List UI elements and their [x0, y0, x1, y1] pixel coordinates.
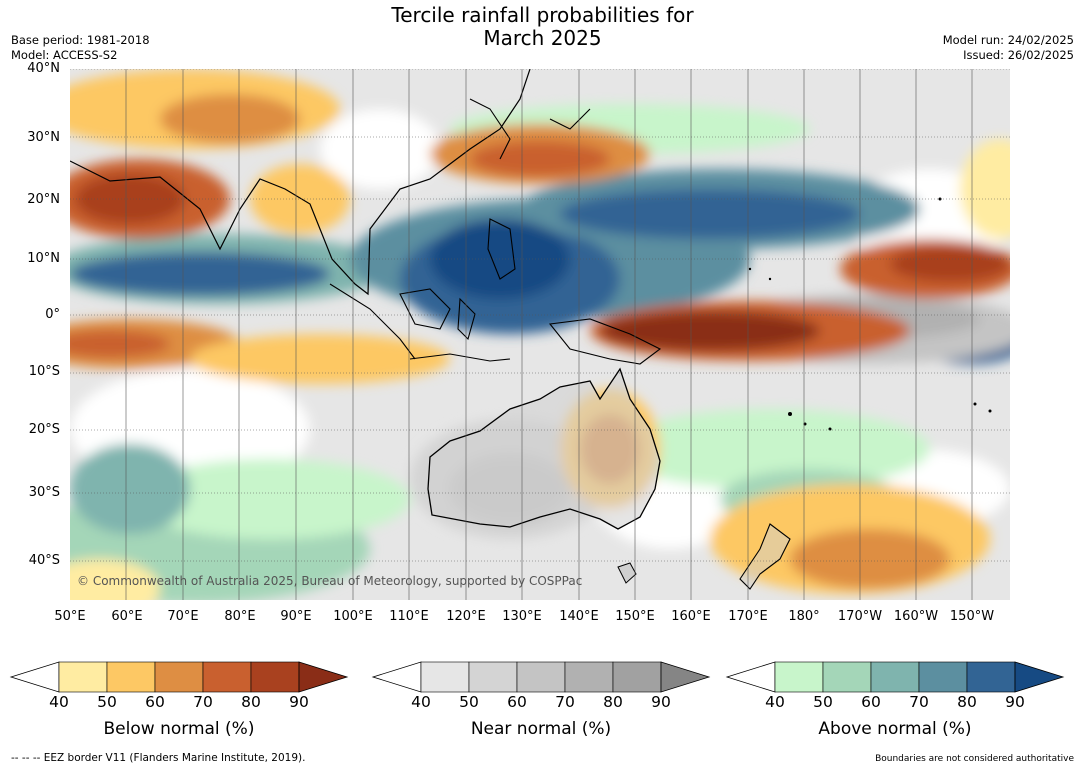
new-zealand	[739, 523, 791, 590]
cb3-tick-60: 60	[861, 693, 881, 711]
graticule	[70, 69, 1010, 562]
cb1-tick-90: 90	[289, 693, 309, 711]
base-period-text: Base period: 1981-2018	[11, 33, 150, 47]
cb3-tick-70: 70	[909, 693, 929, 711]
lon-label-170w: 170°W	[837, 609, 883, 624]
colorbar-2-min-extend	[371, 661, 422, 693]
lat-label-20n: 20°N	[27, 192, 60, 207]
meridians	[125, 69, 973, 600]
model-text: Model: ACCESS-S2	[11, 48, 118, 62]
cb2-tick-70: 70	[555, 693, 575, 711]
tasmania	[617, 562, 637, 584]
lon-label-160w: 160°W	[893, 609, 939, 624]
lon-label-50e: 50°E	[54, 609, 86, 624]
cb2-tick-80: 80	[603, 693, 623, 711]
cb2-tick-60: 60	[507, 693, 527, 711]
colorbar-3-min-extend	[725, 661, 776, 693]
cb1-tick-80: 80	[241, 693, 261, 711]
cb3-tick-40: 40	[765, 693, 785, 711]
probability-map	[70, 69, 1010, 600]
cb1-tick-70: 70	[193, 693, 213, 711]
copyright-text: © Commonwealth of Australia 2025, Bureau…	[77, 574, 583, 588]
cb3-title: Above normal (%)	[818, 719, 972, 739]
cb2-title: Near normal (%)	[470, 719, 612, 739]
meta-right: Model run: 24/02/2025 Issued: 26/02/2025	[943, 33, 1074, 63]
map-panel	[70, 69, 1010, 600]
colorbar-3-max-extend	[1014, 661, 1065, 693]
colorbar-2-segment-2	[468, 661, 518, 693]
cb3-tick-90: 90	[1005, 693, 1025, 711]
colorbar-1-segment-1	[58, 661, 108, 693]
lon-label-70e: 70°E	[167, 609, 199, 624]
cb1-tick-40: 40	[49, 693, 69, 711]
colorbar-2	[371, 661, 711, 693]
title-line-2: March 2025	[483, 26, 602, 50]
eez-note: -- -- -- EEZ border V11 (Flanders Marine…	[11, 752, 306, 764]
title-line-1: Tercile rainfall probabilities for	[391, 3, 694, 27]
lat-label-0: 0°	[45, 307, 60, 322]
lon-label-60e: 60°E	[111, 609, 143, 624]
lon-label-150w: 150°W	[949, 609, 995, 624]
colorbar-3-segment-5	[966, 661, 1016, 693]
cb1-title: Below normal (%)	[103, 719, 255, 739]
colorbar-2-segment-5	[612, 661, 662, 693]
colorbar-3	[725, 661, 1065, 693]
australia-landmass	[427, 367, 661, 530]
lon-label-80e: 80°E	[224, 609, 256, 624]
colorbar-3-segment-1	[774, 661, 824, 693]
colorbar-1-segment-4	[202, 661, 252, 693]
lat-label-40n: 40°N	[27, 61, 60, 76]
colorbar-2-segment-1	[420, 661, 470, 693]
colorbar-1-min-extend	[9, 661, 60, 693]
colorbar-2-segment-4	[564, 661, 614, 693]
cb2-tick-90: 90	[651, 693, 671, 711]
colorbar-1-segment-2	[106, 661, 156, 693]
colorbar-1-segment-5	[250, 661, 300, 693]
lat-label-30s: 30°S	[28, 485, 60, 500]
lon-label-140e: 140°E	[559, 609, 599, 624]
lon-label-150e: 150°E	[615, 609, 655, 624]
probability-field	[70, 69, 1010, 600]
cb2-tick-40: 40	[411, 693, 431, 711]
cb1-tick-50: 50	[97, 693, 117, 711]
colorbar-1-segment-3	[154, 661, 204, 693]
cb1-tick-60: 60	[145, 693, 165, 711]
meta-left: Base period: 1981-2018 Model: ACCESS-S2	[11, 33, 150, 63]
lon-label-180: 180°	[788, 609, 820, 624]
colorbars	[9, 661, 1065, 693]
model-run-text: Model run: 24/02/2025	[942, 33, 1074, 47]
map-title: Tercile rainfall probabilities for March…	[0, 4, 1085, 50]
disclaimer-text: Boundaries are not considered authoritat…	[875, 754, 1074, 764]
lon-label-170e: 170°E	[728, 609, 768, 624]
colorbar-3-segment-3	[870, 661, 920, 693]
colorbar-2-max-extend	[660, 661, 711, 693]
lon-label-100e: 100°E	[333, 609, 373, 624]
colorbar-2-segment-3	[516, 661, 566, 693]
colorbar-3-segment-2	[822, 661, 872, 693]
lon-label-160e: 160°E	[671, 609, 711, 624]
lat-label-40s: 40°S	[28, 553, 60, 568]
maritime-continent	[329, 98, 662, 365]
lat-label-30n: 30°N	[27, 130, 60, 145]
asia-coastline	[70, 69, 531, 296]
lon-label-110e: 110°E	[389, 609, 429, 624]
colorbar-1-max-extend	[298, 661, 349, 693]
lon-label-130e: 130°E	[502, 609, 542, 624]
cb2-tick-50: 50	[459, 693, 479, 711]
lon-label-120e: 120°E	[446, 609, 486, 624]
colorbar-1	[9, 661, 349, 693]
lat-label-20s: 20°S	[28, 422, 60, 437]
issued-text: Issued: 26/02/2025	[963, 48, 1074, 62]
lat-label-10s: 10°S	[28, 364, 60, 379]
colorbar-3-segment-4	[918, 661, 968, 693]
lat-label-10n: 10°N	[27, 251, 60, 266]
cb3-tick-80: 80	[957, 693, 977, 711]
cb3-tick-50: 50	[813, 693, 833, 711]
lon-label-90e: 90°E	[280, 609, 312, 624]
